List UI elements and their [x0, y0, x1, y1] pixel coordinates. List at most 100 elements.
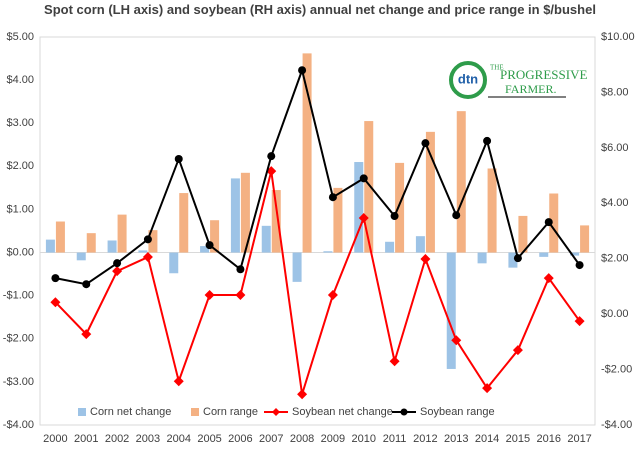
bar	[549, 193, 559, 253]
x-tick-label: 2003	[136, 433, 160, 445]
y2-tick-label: $0.00	[601, 308, 629, 320]
plot-border	[39, 36, 596, 426]
y-tick-label: $0.00	[6, 246, 34, 258]
marker	[142, 252, 153, 263]
x-tick-label: 2007	[259, 433, 283, 445]
logo-ring	[449, 61, 487, 99]
marker	[174, 154, 183, 163]
y-tick-label: $1.00	[6, 203, 34, 215]
marker	[236, 265, 245, 274]
logo-mark: dtn	[458, 71, 478, 86]
bar	[292, 252, 302, 282]
x-tick-label: 2002	[105, 433, 129, 445]
bar	[477, 252, 487, 264]
bar	[86, 233, 96, 253]
bar	[518, 215, 528, 253]
marker	[328, 193, 337, 202]
bar	[508, 252, 518, 268]
x-tick-label: 2010	[352, 433, 376, 445]
x-tick-label: 2011	[383, 433, 407, 445]
bar	[425, 131, 435, 253]
bar	[261, 225, 271, 253]
bar	[570, 252, 580, 256]
marker	[359, 174, 368, 183]
bar	[487, 168, 497, 253]
marker	[543, 273, 554, 284]
marker	[113, 259, 122, 268]
line	[55, 66, 581, 286]
marker	[451, 335, 462, 346]
bar	[271, 190, 281, 253]
marker	[173, 376, 184, 387]
bar	[107, 240, 117, 253]
bar	[385, 241, 395, 253]
marker	[112, 266, 123, 277]
marker	[575, 261, 584, 270]
legend-label: Corn range	[203, 406, 258, 418]
legend-label: Soybean range	[420, 406, 495, 418]
marker	[235, 290, 246, 301]
marker	[390, 212, 399, 221]
logo-text: THE	[490, 64, 504, 72]
marker	[298, 66, 307, 75]
marker	[50, 297, 61, 308]
bar	[45, 239, 55, 253]
y2-tick-label: $10.00	[601, 31, 635, 43]
bar	[230, 178, 240, 253]
y2-tick-label: $2.00	[601, 253, 629, 265]
legend-label: Soybean net change	[292, 406, 393, 418]
marker	[544, 218, 553, 227]
x-tick-label: 2008	[290, 433, 314, 445]
marker	[81, 329, 92, 340]
x-tick-label: 2012	[413, 433, 437, 445]
bar	[333, 187, 343, 253]
x-tick-label: 2001	[74, 433, 98, 445]
logo: dtn THE PROGRESSIVE FARMER.	[449, 61, 587, 99]
bar	[323, 251, 333, 253]
bar	[539, 252, 549, 257]
y-tick-label: -$4.00	[3, 419, 34, 431]
marker	[512, 345, 523, 356]
x-tick-label: 2015	[506, 433, 530, 445]
y-tick-label: $5.00	[6, 31, 34, 43]
legend-label: Corn net change	[90, 406, 171, 418]
chart-title: Spot corn (LH axis) and soybean (RH axis…	[44, 2, 596, 17]
marker	[420, 253, 431, 264]
bar	[55, 221, 65, 253]
marker	[297, 389, 308, 400]
bar	[446, 252, 456, 369]
marker	[574, 316, 585, 327]
line	[54, 170, 581, 395]
marker	[452, 211, 461, 220]
marker	[82, 280, 91, 289]
y2-tick-label: $8.00	[601, 86, 629, 98]
marker	[358, 212, 369, 223]
legend-marker	[400, 408, 408, 416]
bar	[415, 236, 425, 253]
bar	[240, 172, 250, 253]
logo-text: PROGRESSIVE	[500, 67, 587, 82]
legend-swatch	[78, 408, 86, 416]
y2-tick-label: $4.00	[601, 197, 629, 209]
x-tick-label: 2004	[167, 433, 191, 445]
x-tick-label: 2013	[444, 433, 468, 445]
bar	[138, 250, 148, 253]
bar	[169, 252, 179, 274]
bar	[395, 162, 405, 253]
bar	[302, 53, 312, 253]
bar	[456, 111, 466, 253]
y-tick-label: $2.00	[6, 160, 34, 172]
bar	[179, 193, 189, 253]
bar	[117, 214, 127, 253]
marker	[483, 136, 492, 145]
x-tick-label: 2006	[228, 433, 252, 445]
y2-tick-label: -$4.00	[601, 419, 632, 431]
bar	[354, 162, 364, 253]
bar	[580, 225, 590, 253]
marker	[327, 290, 338, 301]
marker	[143, 235, 152, 244]
marker	[51, 274, 60, 283]
y2-tick-label: $6.00	[601, 142, 629, 154]
